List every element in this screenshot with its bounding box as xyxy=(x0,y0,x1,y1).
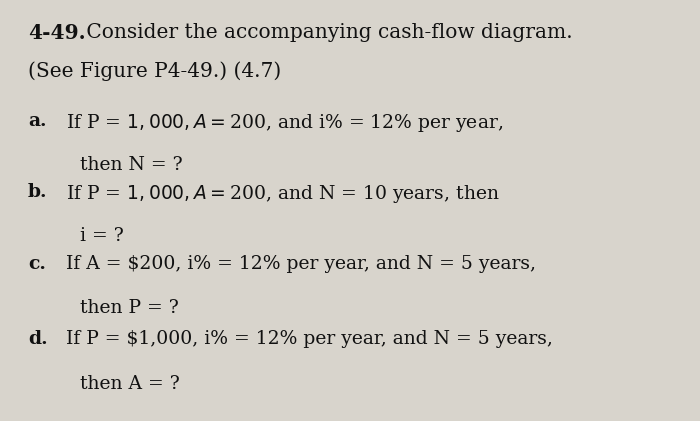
Text: If P = $1,000, A = $200, and N = 10 years, then: If P = $1,000, A = $200, and N = 10 year… xyxy=(66,183,500,205)
Text: If P = $1,000, i% = 12% per year, and N = 5 years,: If P = $1,000, i% = 12% per year, and N … xyxy=(66,330,554,349)
Text: i = ?: i = ? xyxy=(80,227,125,245)
Text: If A = $200, i% = 12% per year, and N = 5 years,: If A = $200, i% = 12% per year, and N = … xyxy=(66,255,536,273)
Text: (See Figure P4-49.) (4.7): (See Figure P4-49.) (4.7) xyxy=(28,61,281,81)
Text: 4-49.: 4-49. xyxy=(28,23,85,43)
Text: b.: b. xyxy=(28,183,48,201)
Text: a.: a. xyxy=(28,112,46,130)
Text: Consider the accompanying cash-flow diagram.: Consider the accompanying cash-flow diag… xyxy=(80,23,573,42)
Text: c.: c. xyxy=(28,255,46,273)
Text: then A = ?: then A = ? xyxy=(80,375,181,393)
Text: d.: d. xyxy=(28,330,48,349)
Text: then P = ?: then P = ? xyxy=(80,299,179,317)
Text: If P = $1,000, A = $200, and i% = 12% per year,: If P = $1,000, A = $200, and i% = 12% pe… xyxy=(66,112,504,133)
Text: then N = ?: then N = ? xyxy=(80,156,183,174)
